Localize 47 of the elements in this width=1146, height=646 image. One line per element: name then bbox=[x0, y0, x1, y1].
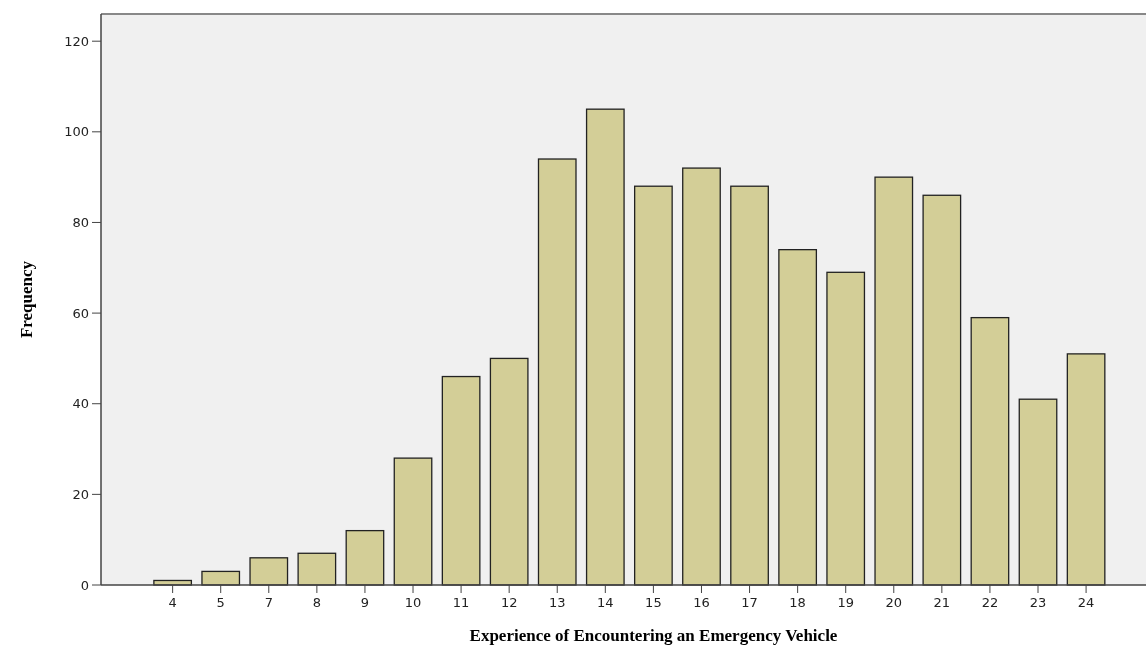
x-tick-label: 13 bbox=[548, 595, 566, 610]
bar bbox=[634, 185, 673, 586]
x-tick-label: 24 bbox=[1077, 595, 1095, 610]
x-tick-label: 23 bbox=[1029, 595, 1047, 610]
x-tick-label: 10 bbox=[404, 595, 422, 610]
x-tick-label: 7 bbox=[264, 595, 273, 610]
bar bbox=[922, 194, 962, 586]
x-tick-label: 18 bbox=[789, 595, 806, 610]
bar bbox=[826, 271, 866, 586]
bar bbox=[585, 108, 625, 586]
y-tick-label: 100 bbox=[64, 124, 89, 140]
x-tick-label: 4 bbox=[168, 595, 177, 610]
bar bbox=[874, 176, 914, 586]
bar bbox=[682, 167, 721, 586]
x-axis-title: Experience of Encountering an Emergency Vehicle bbox=[469, 626, 838, 645]
x-tick-label: 22 bbox=[981, 595, 999, 610]
bar bbox=[297, 552, 337, 586]
x-tick-label: 12 bbox=[500, 595, 518, 610]
bar bbox=[970, 316, 1010, 586]
x-tick-label: 15 bbox=[645, 595, 662, 610]
bar bbox=[489, 357, 529, 586]
bar bbox=[730, 185, 769, 586]
bar bbox=[778, 249, 818, 586]
bar bbox=[1066, 353, 1106, 586]
y-tick-label: 80 bbox=[72, 215, 89, 231]
y-tick-label: 60 bbox=[72, 305, 89, 321]
x-tick-label: 8 bbox=[312, 595, 321, 610]
x-tick-label: 5 bbox=[216, 595, 225, 610]
y-axis-title: Frequency bbox=[17, 260, 36, 339]
bar bbox=[1018, 398, 1058, 586]
bar bbox=[537, 158, 577, 586]
x-tick-label: 9 bbox=[360, 595, 370, 610]
x-tick-label: 20 bbox=[885, 595, 903, 610]
bar bbox=[345, 529, 385, 586]
bar bbox=[393, 457, 433, 586]
y-tick-label: 120 bbox=[64, 33, 89, 49]
bar bbox=[249, 557, 289, 586]
x-tick-label: 14 bbox=[597, 595, 614, 610]
x-tick-label: 21 bbox=[933, 595, 951, 610]
x-tick-label: 11 bbox=[452, 595, 470, 610]
y-tick-label: 0 bbox=[80, 577, 89, 593]
x-tick-label: 16 bbox=[693, 595, 710, 610]
bar bbox=[441, 375, 481, 586]
x-tick-label: 19 bbox=[837, 595, 854, 610]
y-tick-label: 20 bbox=[72, 486, 89, 502]
x-tick-label: 17 bbox=[741, 595, 758, 610]
y-tick-label: 40 bbox=[72, 396, 89, 412]
